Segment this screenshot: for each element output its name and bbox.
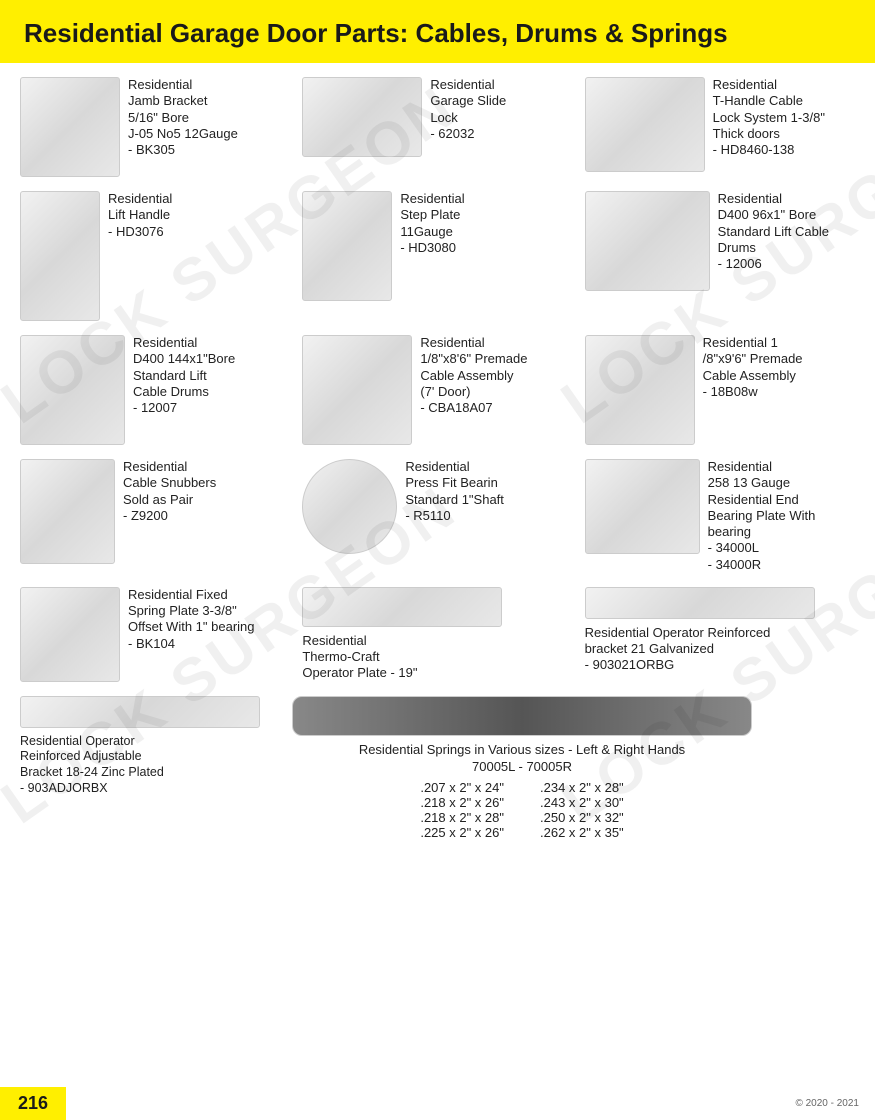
- product-item-adjustable-bracket: Residential Operator Reinforced Adjustab…: [20, 696, 280, 840]
- product-description: Residential Press Fit Bearin Standard 1"…: [405, 459, 504, 524]
- product-description: Residential Cable Snubbers Sold as Pair …: [123, 459, 216, 524]
- product-image: [20, 335, 125, 445]
- product-description: Residential Operator Reinforced Adjustab…: [20, 734, 164, 797]
- product-description: Residential 258 13 Gauge Residential End…: [708, 459, 816, 573]
- product-item-thermo-craft-plate: Residential Thermo-Craft Operator Plate …: [302, 587, 572, 682]
- product-description: Residential Step Plate 11Gauge - HD3080: [400, 191, 464, 256]
- product-item-fixed-spring-plate: Residential Fixed Spring Plate 3-3/8" Of…: [20, 587, 290, 682]
- header-band: Residential Garage Door Parts: Cables, D…: [0, 0, 875, 63]
- product-item-operator-reinforced-bracket: Residential Operator Reinforced bracket …: [585, 587, 855, 682]
- product-item-cable-assembly-96: Residential 1 /8"x9'6" Premade Cable Ass…: [585, 335, 855, 445]
- product-description: Residential Lift Handle - HD3076: [108, 191, 172, 240]
- product-image: [20, 191, 100, 321]
- product-item-lift-handle: Residential Lift Handle - HD3076: [20, 191, 290, 321]
- product-description: Residential D400 144x1"Bore Standard Lif…: [133, 335, 235, 416]
- page-title: Residential Garage Door Parts: Cables, D…: [24, 18, 851, 49]
- product-image: [20, 696, 260, 728]
- product-description: Residential Operator Reinforced bracket …: [585, 625, 771, 674]
- product-description: Residential Jamb Bracket 5/16" Bore J-05…: [128, 77, 238, 158]
- product-item-springs: Residential Springs in Various sizes - L…: [292, 696, 855, 840]
- product-description: Residential Fixed Spring Plate 3-3/8" Of…: [128, 587, 255, 652]
- product-item-d400-96-drums: Residential D400 96x1" Bore Standard Lif…: [585, 191, 855, 321]
- copyright-text: © 2020 - 2021: [795, 1098, 859, 1109]
- product-image-spring: [292, 696, 752, 736]
- product-item-press-fit-bearing: Residential Press Fit Bearin Standard 1"…: [302, 459, 572, 573]
- product-description: Residential 1 /8"x9'6" Premade Cable Ass…: [703, 335, 803, 400]
- product-image: [585, 587, 815, 619]
- product-description: Residential 1/8"x8'6" Premade Cable Asse…: [420, 335, 527, 416]
- product-image: [20, 459, 115, 564]
- catalog-row: Residential Operator Reinforced Adjustab…: [20, 696, 855, 840]
- product-item-cable-snubbers: Residential Cable Snubbers Sold as Pair …: [20, 459, 290, 573]
- catalog-row: Residential Cable Snubbers Sold as Pair …: [20, 459, 855, 573]
- product-item-jamb-bracket: Residential Jamb Bracket 5/16" Bore J-05…: [20, 77, 290, 177]
- product-image: [302, 77, 422, 157]
- product-item-slide-lock: Residential Garage Slide Lock - 62032: [302, 77, 572, 177]
- product-item-thandle-cable-lock: Residential T-Handle Cable Lock System 1…: [585, 77, 855, 177]
- catalog-content: Residential Jamb Bracket 5/16" Bore J-05…: [0, 63, 875, 840]
- product-image: [20, 77, 120, 177]
- catalog-row: Residential Lift Handle - HD3076 Residen…: [20, 191, 855, 321]
- springs-sizes-col2: .234 x 2" x 28" .243 x 2" x 30" .250 x 2…: [540, 780, 624, 840]
- product-description: Residential Garage Slide Lock - 62032: [430, 77, 506, 142]
- page-number: 216: [0, 1087, 66, 1120]
- product-image: [302, 335, 412, 445]
- product-image: [302, 191, 392, 301]
- product-image: [20, 587, 120, 682]
- product-image: [585, 191, 710, 291]
- product-item-d400-144-drums: Residential D400 144x1"Bore Standard Lif…: [20, 335, 290, 445]
- springs-title: Residential Springs in Various sizes - L…: [292, 742, 752, 757]
- product-image: [302, 587, 502, 627]
- product-image: [585, 77, 705, 172]
- page-footer: 216 © 2020 - 2021: [0, 1086, 875, 1120]
- product-item-cable-assembly-7ft: Residential 1/8"x8'6" Premade Cable Asse…: [302, 335, 572, 445]
- product-description: Residential T-Handle Cable Lock System 1…: [713, 77, 825, 158]
- springs-sizes-col1: .207 x 2" x 24" .218 x 2" x 26" .218 x 2…: [420, 780, 504, 840]
- catalog-row: Residential Fixed Spring Plate 3-3/8" Of…: [20, 587, 855, 682]
- springs-codes: 70005L - 70005R: [292, 759, 752, 774]
- springs-sizes: .207 x 2" x 24" .218 x 2" x 26" .218 x 2…: [292, 780, 752, 840]
- product-description: Residential D400 96x1" Bore Standard Lif…: [718, 191, 829, 272]
- product-description: Residential Thermo-Craft Operator Plate …: [302, 633, 417, 682]
- product-item-end-bearing-plate: Residential 258 13 Gauge Residential End…: [585, 459, 855, 573]
- product-item-step-plate: Residential Step Plate 11Gauge - HD3080: [302, 191, 572, 321]
- catalog-row: Residential Jamb Bracket 5/16" Bore J-05…: [20, 77, 855, 177]
- catalog-row: Residential D400 144x1"Bore Standard Lif…: [20, 335, 855, 445]
- product-image: [585, 335, 695, 445]
- product-image: [302, 459, 397, 554]
- product-image: [585, 459, 700, 554]
